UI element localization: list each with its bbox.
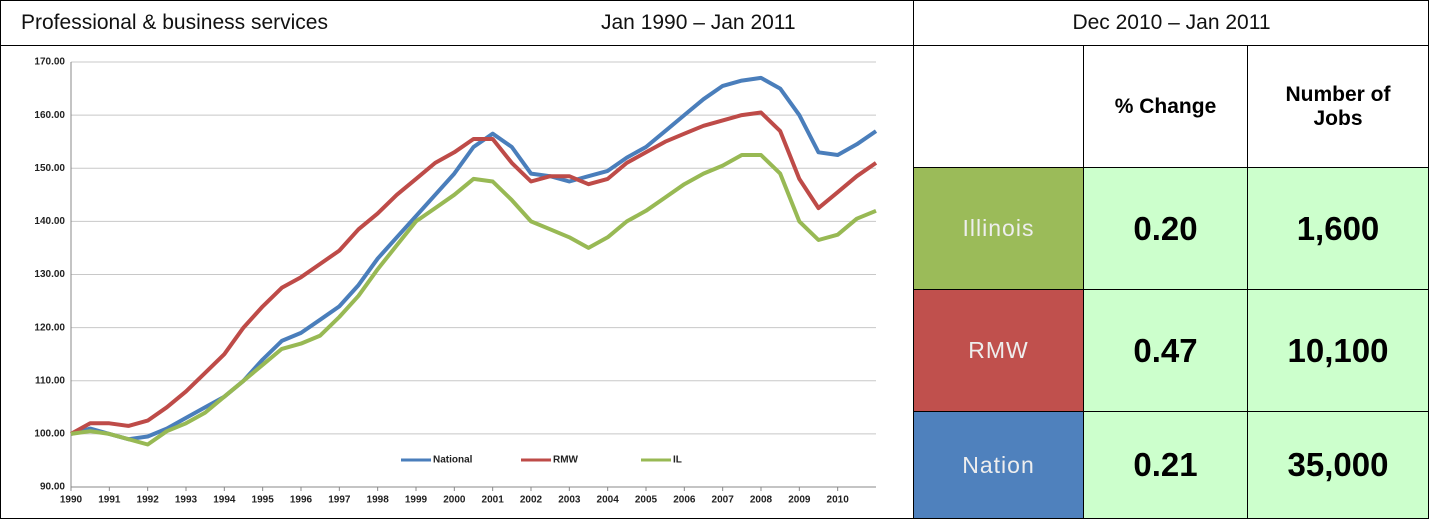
divider — [1, 45, 1428, 46]
x-tick-label: 1995 — [252, 495, 275, 506]
x-tick-label: 1999 — [405, 495, 428, 506]
table-range: Dec 2010 – Jan 2011 — [913, 1, 1428, 45]
chart: 90.00 100.00 110.00 120.00 130.00 140.00 150.0… — [34, 57, 878, 506]
x-tick-label: 2000 — [443, 495, 466, 506]
value-cell: 10,100 — [1247, 289, 1428, 412]
y-tick-label: 170.00 — [34, 57, 65, 68]
line-series — [70, 110, 878, 436]
x-tick-label: 1998 — [367, 495, 390, 506]
y-tick-label: 100.00 — [34, 429, 65, 440]
x-tick-label: 2003 — [558, 495, 581, 506]
x-tick-label: 2001 — [482, 495, 505, 506]
x-tick-label: 1990 — [60, 495, 83, 506]
line-series — [70, 75, 878, 442]
x-tick-label: 2004 — [597, 495, 620, 506]
y-tick-label: 110.00 — [35, 375, 65, 386]
value-cell: 0.47 — [1083, 289, 1248, 412]
line-series — [70, 153, 877, 447]
column-header: % Change — [1083, 45, 1248, 168]
legend-label: National — [433, 455, 473, 466]
x-tick-label: 2006 — [673, 495, 696, 506]
y-tick-label: 140.00 — [34, 216, 65, 227]
value-cell: 1,600 — [1247, 167, 1428, 290]
row-label: Nation — [913, 411, 1084, 518]
corner-cell — [913, 45, 1084, 168]
y-tick-label: 160.00 — [34, 110, 65, 121]
x-tick-label: 1992 — [137, 495, 160, 506]
value-cell: 0.20 — [1083, 167, 1248, 290]
x-tick-label: 2008 — [750, 495, 773, 506]
legend-label: RMW — [553, 455, 579, 466]
x-tick-label: 1991 — [98, 495, 121, 506]
column-header: Number of Jobs — [1247, 45, 1428, 168]
y-tick-label: 90.00 — [40, 482, 65, 493]
x-tick-label: 1997 — [328, 495, 351, 506]
x-tick-label: 2002 — [520, 495, 543, 506]
y-tick-label: 130.00 — [34, 269, 65, 280]
title: Professional & business services — [21, 11, 328, 34]
legend-label: IL — [673, 455, 682, 466]
value-cell: 35,000 — [1247, 411, 1428, 518]
chart-range: Jan 1990 – Jan 2011 — [601, 11, 796, 34]
x-tick-label: 1994 — [213, 495, 236, 506]
value-cell: 0.21 — [1083, 411, 1248, 518]
x-tick-label: 2007 — [712, 495, 735, 506]
x-tick-label: 1993 — [175, 495, 198, 506]
row-label: Illinois — [913, 167, 1084, 290]
y-tick-label: 150.00 — [34, 163, 65, 174]
x-tick-label: 2010 — [827, 495, 850, 506]
x-tick-label: 1996 — [290, 495, 313, 506]
y-tick-label: 120.00 — [34, 322, 65, 333]
row-label: RMW — [913, 289, 1084, 412]
x-tick-label: 2009 — [788, 495, 811, 506]
x-tick-label: 2005 — [635, 495, 658, 506]
